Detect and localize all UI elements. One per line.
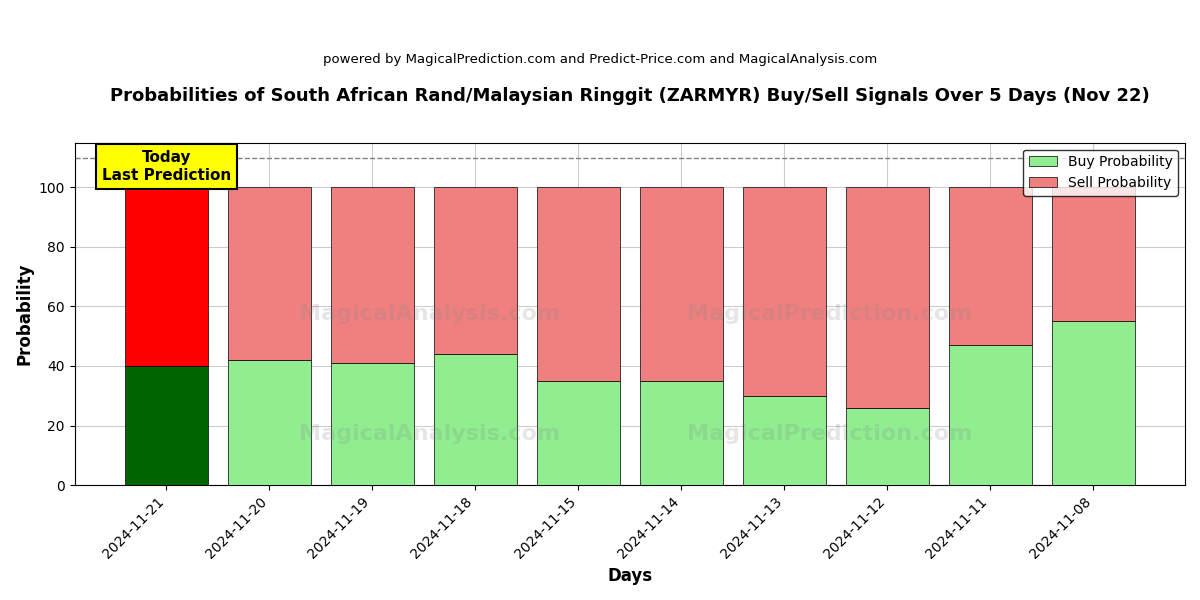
Bar [1052, 322, 1134, 485]
Bar [331, 363, 414, 485]
Text: Today
Last Prediction: Today Last Prediction [102, 150, 230, 182]
Text: powered by MagicalPrediction.com and Predict-Price.com and MagicalAnalysis.com: powered by MagicalPrediction.com and Pre… [323, 53, 877, 66]
Bar [125, 366, 208, 485]
Text: MagicalPrediction.com: MagicalPrediction.com [688, 424, 972, 444]
Bar [846, 187, 929, 407]
Text: MagicalPrediction.com: MagicalPrediction.com [688, 304, 972, 324]
Legend: Buy Probability, Sell Probability: Buy Probability, Sell Probability [1024, 149, 1178, 196]
Bar [228, 187, 311, 360]
Bar [846, 407, 929, 485]
Bar [640, 381, 722, 485]
Bar [228, 360, 311, 485]
Bar [743, 396, 826, 485]
Bar [1052, 187, 1134, 322]
Bar [949, 187, 1032, 345]
Bar [125, 187, 208, 366]
Bar [434, 354, 516, 485]
Title: Probabilities of South African Rand/Malaysian Ringgit (ZARMYR) Buy/Sell Signals : Probabilities of South African Rand/Mala… [110, 87, 1150, 105]
Bar [331, 187, 414, 363]
Text: MagicalAnalysis.com: MagicalAnalysis.com [300, 304, 560, 324]
Y-axis label: Probability: Probability [16, 263, 34, 365]
Text: MagicalAnalysis.com: MagicalAnalysis.com [300, 424, 560, 444]
Bar [434, 187, 516, 354]
Bar [949, 345, 1032, 485]
Bar [743, 187, 826, 396]
X-axis label: Days: Days [607, 567, 653, 585]
Bar [640, 187, 722, 381]
Bar [538, 187, 619, 381]
Bar [538, 381, 619, 485]
